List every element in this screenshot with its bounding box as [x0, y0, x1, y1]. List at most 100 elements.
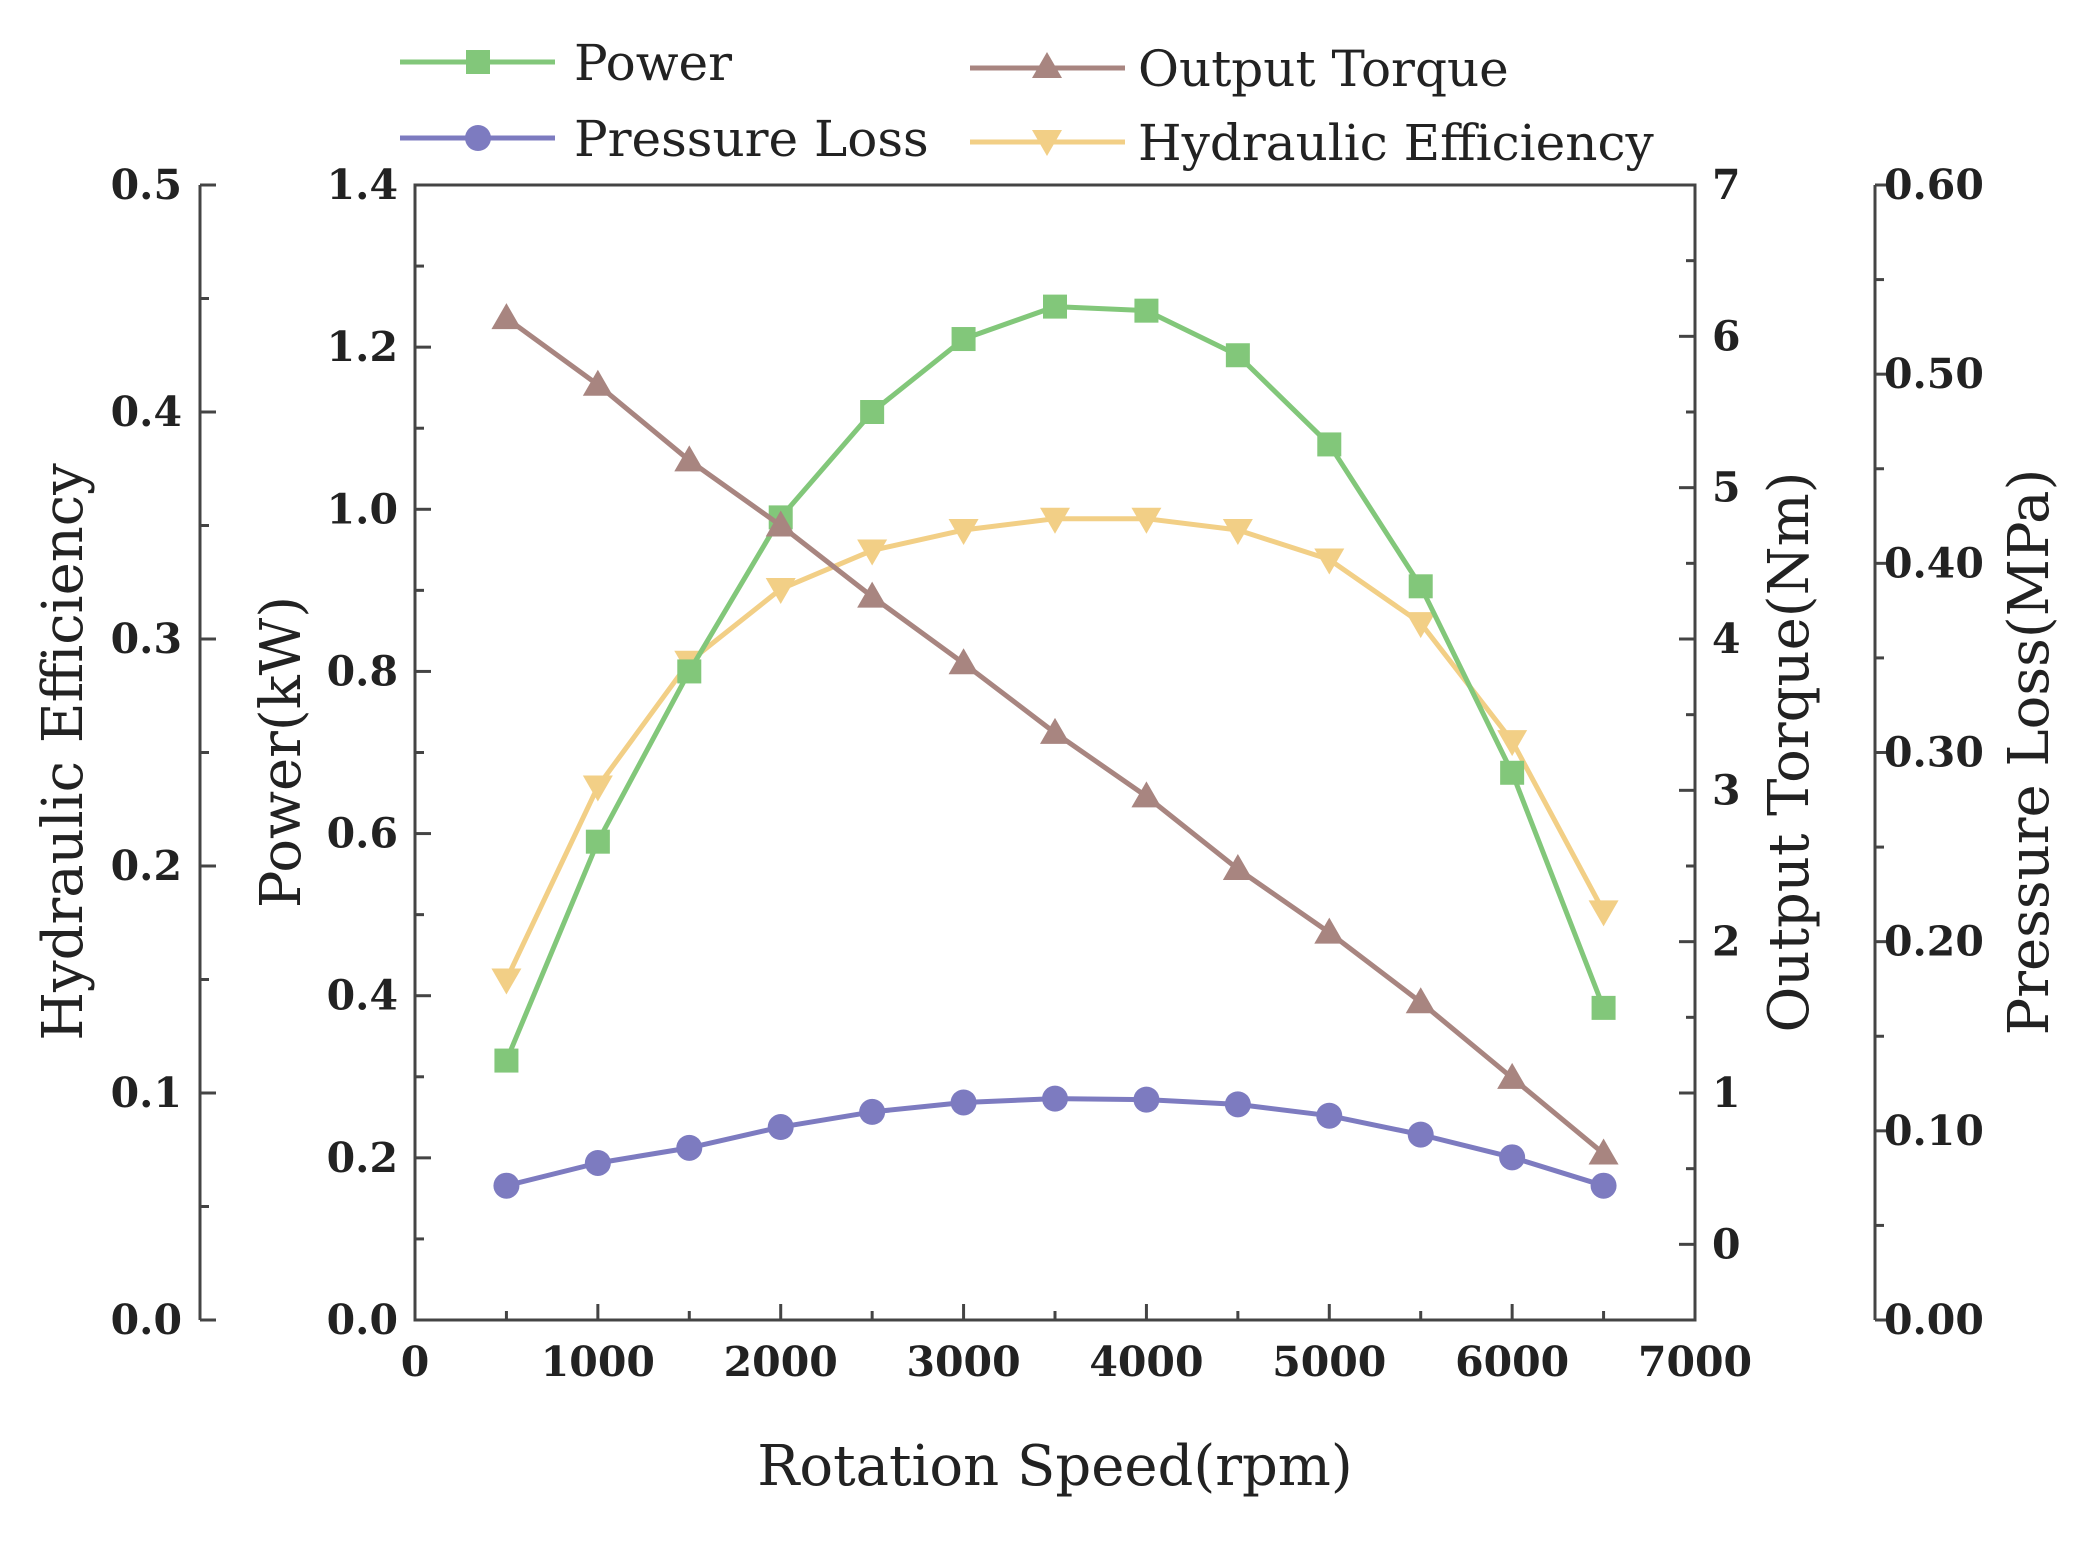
x-axis-title: Rotation Speed(rpm) [757, 1434, 1353, 1499]
data-point [1222, 519, 1253, 546]
data-point [948, 519, 979, 546]
torque-tick-label: 2 [1712, 918, 1741, 966]
data-point [1405, 612, 1436, 639]
data-point [676, 1134, 703, 1161]
power-tick-label: 0.8 [327, 647, 398, 695]
data-point [767, 1114, 794, 1141]
data-point [1588, 900, 1619, 927]
power-tick-label: 1.0 [327, 485, 398, 533]
data-point [765, 578, 796, 605]
torque-tick-label: 3 [1712, 766, 1741, 814]
efficiency-axis-title: Hydraulic Efficiency [31, 463, 96, 1041]
power-tick-label: 1.4 [327, 161, 398, 209]
data-point [1316, 1102, 1343, 1129]
data-point [857, 581, 888, 608]
torque-tick-label: 6 [1712, 312, 1741, 360]
legend-torque-marker [1032, 52, 1062, 78]
efficiency-tick-label: 0.5 [111, 161, 182, 209]
torque-tick-label: 1 [1712, 1069, 1741, 1117]
data-point [1131, 507, 1162, 534]
series-output-torque [491, 303, 1619, 1165]
x-tick-label: 3000 [907, 1338, 1021, 1386]
data-point [584, 1149, 611, 1176]
data-point [1590, 1172, 1617, 1199]
data-point [1134, 298, 1159, 323]
torque-tick-label: 4 [1712, 615, 1741, 663]
power-tick-label: 0.6 [327, 810, 398, 858]
series-layer [491, 294, 1619, 1199]
data-point [1317, 432, 1342, 457]
pressure-tick-label: 0.50 [1884, 350, 1984, 398]
pressure-tick-label: 0.00 [1884, 1296, 1984, 1344]
tick-labels: 0 1000 2000 3000 4000 5000 6000 7000 0.0 0.1 0.2 0.… [111, 161, 1984, 1386]
data-point [1225, 343, 1250, 368]
legend-efficiency-label: Hydraulic Efficiency [1138, 114, 1654, 172]
legend-item-output-torque: Output Torque [970, 40, 1509, 98]
data-point [857, 539, 888, 566]
data-point [1314, 548, 1345, 575]
data-point [1222, 854, 1253, 881]
pressure-tick-label: 0.60 [1884, 161, 1984, 209]
data-point [1131, 781, 1162, 808]
series-pressure-loss [493, 1085, 1617, 1199]
power-tick-label: 0.0 [327, 1296, 398, 1344]
data-point [1408, 574, 1433, 599]
x-tick-label: 5000 [1272, 1338, 1386, 1386]
x-tick-label: 4000 [1089, 1338, 1203, 1386]
efficiency-tick-label: 0.3 [111, 615, 182, 663]
legend-power-label: Power [574, 34, 732, 92]
efficiency-tick-label: 0.2 [111, 842, 182, 890]
data-point [860, 400, 885, 424]
data-point [950, 1089, 977, 1116]
data-point [491, 968, 522, 995]
pressure-tick-label: 0.40 [1884, 539, 1984, 587]
data-point [765, 510, 796, 537]
x-tick-label: 6000 [1455, 1338, 1569, 1386]
power-axis-title: Power(kW) [249, 596, 314, 908]
efficiency-tick-label: 0.1 [111, 1069, 182, 1117]
data-point [585, 829, 610, 854]
legend-pressure-label: Pressure Loss [574, 110, 929, 168]
data-point [677, 659, 702, 684]
power-tick-label: 0.4 [327, 972, 398, 1020]
efficiency-tick-label: 0.0 [111, 1296, 182, 1344]
power-tick-label: 0.2 [327, 1134, 398, 1182]
data-point [493, 1172, 520, 1199]
legend-efficiency-marker [1032, 130, 1062, 156]
data-point [494, 1048, 519, 1073]
data-point [1224, 1091, 1251, 1118]
ticks [200, 183, 1891, 1322]
pressure-axis-title: Pressure Loss(MPa) [1997, 469, 2062, 1036]
data-point [1043, 294, 1067, 319]
data-point [1591, 995, 1616, 1020]
data-point [1588, 1138, 1619, 1165]
data-point [1407, 1121, 1434, 1148]
data-point [1497, 1062, 1528, 1089]
legend-item-pressure-loss: Pressure Loss [400, 110, 929, 168]
legend-item-power: Power [400, 34, 732, 92]
data-point [951, 327, 976, 352]
legend-pressure-marker [465, 125, 491, 151]
series-power [494, 294, 1616, 1073]
pressure-tick-label: 0.20 [1884, 918, 1984, 966]
data-point [1314, 917, 1345, 944]
torque-tick-label: 0 [1712, 1220, 1741, 1268]
data-point [1042, 1085, 1068, 1112]
series-hydraulic-efficiency [491, 507, 1619, 995]
torque-axis-title: Output Torque(Nm) [1757, 471, 1822, 1032]
x-tick-label: 1000 [541, 1338, 655, 1386]
data-point [1040, 507, 1070, 534]
power-tick-label: 1.2 [327, 323, 398, 371]
data-point [582, 775, 613, 802]
data-point [491, 303, 522, 330]
x-tick-label: 0 [401, 1338, 430, 1386]
data-point [1499, 1144, 1526, 1171]
torque-tick-label: 7 [1712, 161, 1741, 209]
pressure-tick-label: 0.10 [1884, 1107, 1984, 1155]
x-tick-label: 7000 [1638, 1338, 1752, 1386]
data-point [859, 1098, 886, 1125]
data-point [1040, 717, 1070, 744]
data-point [582, 369, 613, 396]
data-point [1133, 1086, 1160, 1113]
